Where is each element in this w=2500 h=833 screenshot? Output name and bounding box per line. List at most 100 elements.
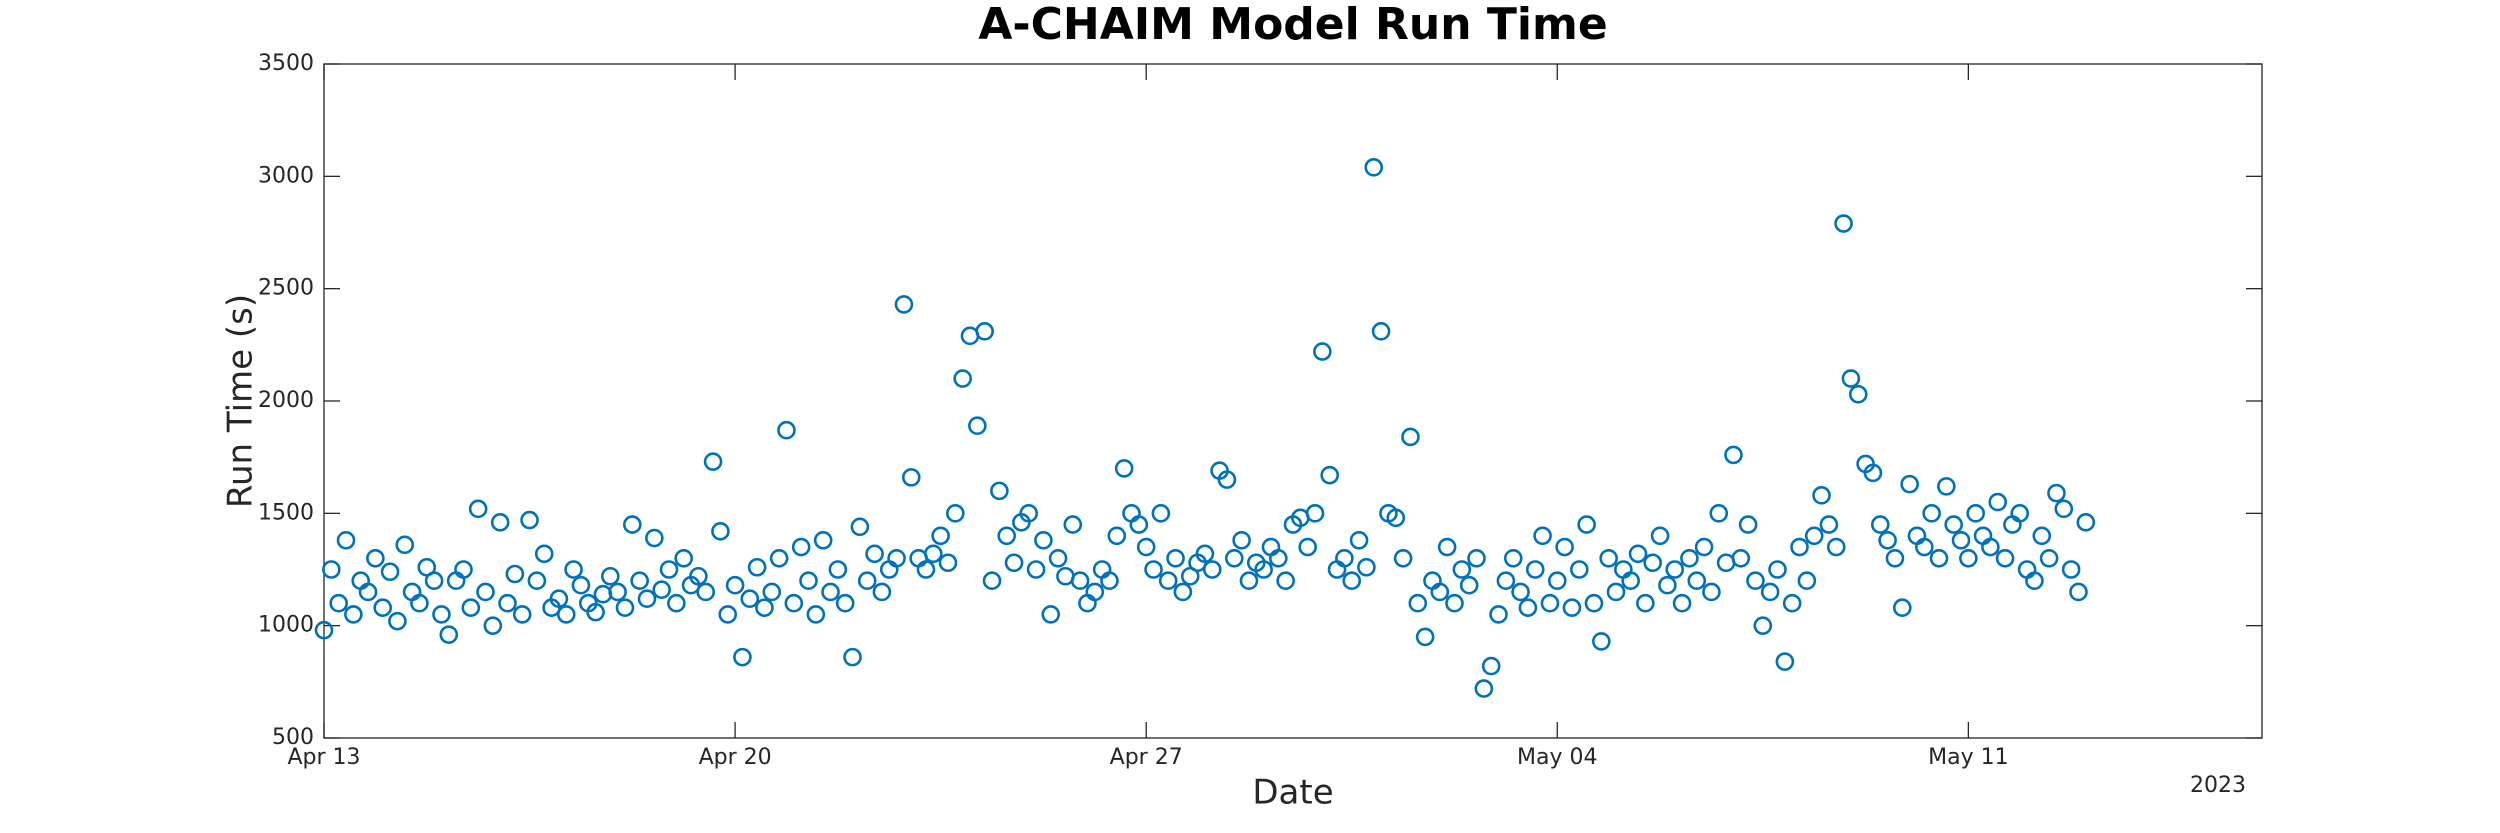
data-point — [1834, 214, 1853, 233]
data-point — [1489, 605, 1508, 624]
data-point — [549, 589, 569, 609]
data-point — [1812, 486, 1831, 505]
x-tick-label: Apr 13 — [287, 745, 360, 770]
data-point — [1694, 537, 1714, 557]
data-point — [358, 582, 378, 602]
data-point — [1863, 463, 1883, 483]
data-point — [1276, 571, 1295, 591]
data-point — [1313, 342, 1332, 361]
y-tick-label: 2500 — [258, 276, 314, 301]
data-point — [1415, 627, 1435, 647]
data-point — [1731, 548, 1751, 568]
data-point — [1503, 548, 1523, 568]
data-point — [1437, 537, 1457, 557]
data-point — [711, 522, 730, 541]
x-year-label: 2023 — [2190, 773, 2246, 798]
data-point — [1724, 445, 1743, 465]
data-point — [821, 582, 840, 602]
data-point — [2039, 548, 2059, 568]
x-tick-label: May 11 — [1928, 745, 2008, 770]
data-point — [1702, 582, 1721, 602]
data-point — [997, 526, 1017, 546]
y-axis-label: Run Time (s) — [221, 294, 261, 508]
data-point — [1797, 571, 1817, 591]
data-point — [556, 605, 576, 624]
data-point — [432, 605, 451, 624]
data-point — [872, 582, 892, 602]
data-point — [1819, 515, 1839, 534]
data-point — [887, 548, 906, 568]
data-point — [2076, 513, 2096, 532]
data-point — [901, 468, 921, 487]
data-point — [931, 526, 950, 546]
data-point — [623, 515, 642, 534]
data-point — [366, 548, 385, 568]
y-tick-label: 2000 — [258, 388, 314, 413]
data-point — [857, 571, 877, 591]
data-point — [1878, 530, 1897, 550]
data-point — [975, 322, 994, 341]
y-tick-label: 1000 — [258, 613, 314, 638]
data-point — [1525, 560, 1545, 579]
data-point — [1034, 530, 1053, 550]
data-point — [1305, 504, 1325, 523]
chart-title: A-CHAIM Model Run Time — [978, 0, 1607, 50]
data-point — [1041, 605, 1061, 624]
data-point — [703, 452, 723, 471]
data-point — [1555, 537, 1574, 557]
data-point — [1636, 593, 1655, 613]
data-point — [520, 510, 539, 530]
data-point — [916, 560, 936, 579]
data-point — [1760, 582, 1780, 602]
data-point — [527, 571, 547, 591]
data-point — [1019, 504, 1039, 523]
data-point — [2010, 504, 2030, 523]
data-point — [835, 593, 855, 613]
data-point — [674, 548, 694, 568]
data-point — [1239, 571, 1259, 591]
data-point — [1929, 548, 1949, 568]
data-point — [1496, 571, 1516, 591]
data-point — [608, 582, 627, 602]
data-point — [1915, 537, 1934, 557]
data-point — [490, 513, 510, 532]
data-point — [1269, 548, 1288, 568]
data-point — [1085, 582, 1105, 602]
plot-area — [323, 63, 2263, 739]
data-point — [1892, 598, 1912, 617]
data-point — [1217, 470, 1237, 489]
data-point — [813, 530, 833, 550]
data-point — [586, 602, 605, 622]
data-point — [424, 571, 444, 591]
data-point — [1628, 544, 1648, 564]
data-point — [968, 416, 987, 436]
data-point — [314, 620, 334, 640]
x-axis-label: Date — [1252, 773, 1333, 813]
data-point — [1386, 508, 1406, 528]
data-point — [769, 548, 789, 568]
data-point — [1481, 656, 1501, 676]
data-point — [1224, 548, 1244, 568]
data-point — [2025, 571, 2044, 591]
data-point — [667, 593, 686, 613]
data-point — [843, 647, 862, 667]
x-tick-label: Apr 27 — [1110, 745, 1183, 770]
data-point — [1166, 548, 1185, 568]
data-point — [1577, 515, 1596, 534]
data-point — [1445, 593, 1464, 613]
y-tick-label: 1500 — [258, 500, 314, 525]
data-point — [1063, 515, 1083, 534]
data-point — [1841, 369, 1861, 388]
data-point — [689, 566, 708, 586]
data-point — [1202, 560, 1222, 579]
data-point — [344, 605, 363, 624]
data-point — [1452, 560, 1472, 579]
data-point — [696, 582, 716, 602]
data-point — [1981, 537, 2000, 557]
data-point — [784, 593, 804, 613]
data-point — [1768, 560, 1787, 579]
data-point — [1342, 571, 1362, 591]
data-point — [725, 575, 745, 595]
data-point — [571, 575, 591, 595]
